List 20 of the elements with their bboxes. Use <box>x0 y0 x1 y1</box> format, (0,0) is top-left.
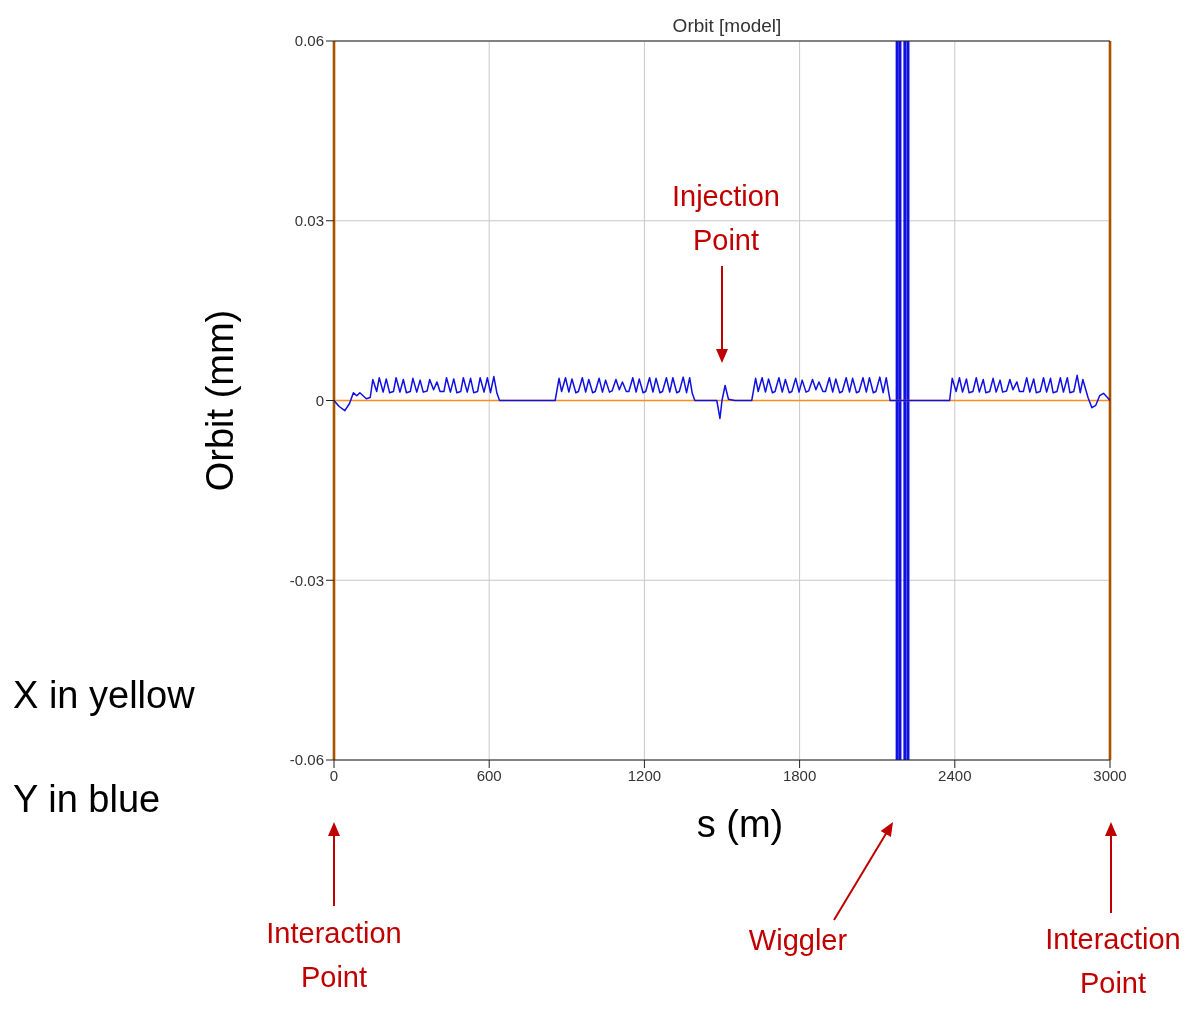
x-tick-label: 2400 <box>938 766 972 784</box>
x-tick-label: 1800 <box>782 766 817 784</box>
y-tick-label: 0 <box>315 391 324 409</box>
chart-title: Orbit [model] <box>672 15 782 36</box>
text: Y in blue <box>13 778 161 820</box>
text: Interaction Point <box>266 917 402 993</box>
x-tick-label: 600 <box>476 766 502 784</box>
y-axis-title: Orbit (mm) <box>199 309 241 492</box>
text: X in yellow <box>13 674 196 716</box>
text: Wiggler <box>748 924 848 956</box>
y-tick-label: -0.06 <box>289 751 324 769</box>
y-tick-label: 0.06 <box>294 32 324 50</box>
x-tick-label: 0 <box>329 766 339 784</box>
x-axis-title: s (m) <box>696 803 784 845</box>
text: Interaction Point <box>1045 923 1181 999</box>
annotation: Injection Point <box>671 180 781 256</box>
y-tick-label: 0.03 <box>294 212 324 230</box>
x-tick-label: 3000 <box>1093 766 1127 784</box>
x-tick-label: 1200 <box>627 766 662 784</box>
y-tick-label: -0.03 <box>289 571 324 589</box>
